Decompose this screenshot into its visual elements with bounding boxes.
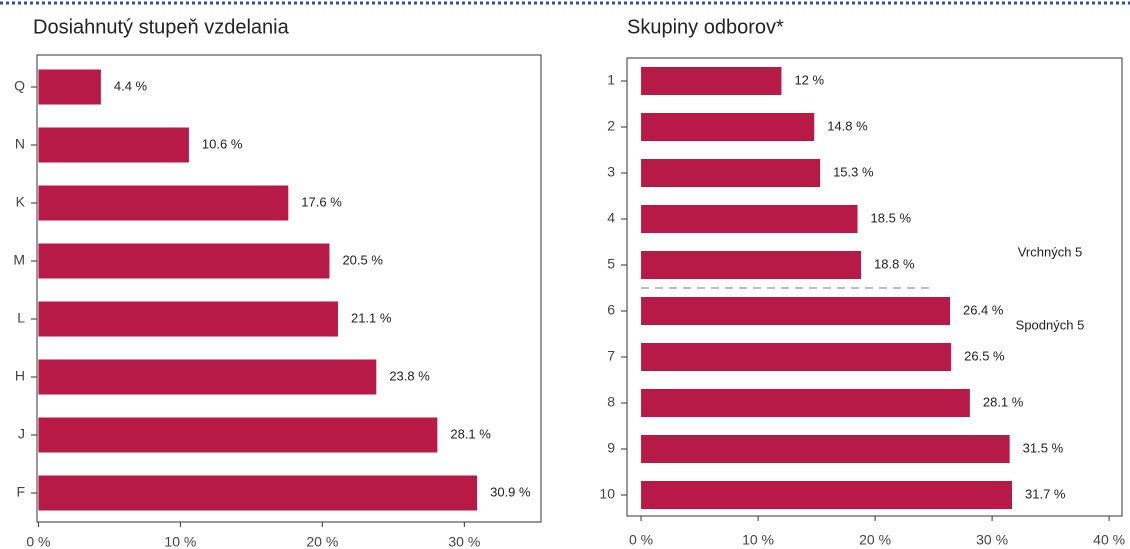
x-tick-label: 40 % [1093,532,1125,548]
x-tick-label: 30 % [976,532,1008,548]
x-tick-label: 30 % [448,534,480,549]
y-tick-label: 1 [607,72,615,88]
value-label: 18.8 % [874,256,915,271]
plot-frame [36,54,542,523]
bar [38,127,189,163]
value-label: 17.6 % [301,194,342,209]
y-tick-label: 9 [607,440,615,456]
y-tick-label: 3 [607,164,615,180]
bar [38,185,289,221]
y-tick-label: 4 [607,210,615,226]
chart-title: Skupiny odborov* [627,16,784,38]
x-tick-label: 10 % [742,532,774,548]
value-label: 12 % [794,72,824,87]
value-label: 20.5 % [342,252,383,267]
bar [641,67,782,95]
value-label: 30.9 % [490,484,531,499]
x-tick-label: 10 % [164,534,196,549]
bar [641,481,1012,509]
x-tick-label: 0 % [26,534,50,549]
y-tick-label: 6 [607,302,615,318]
bar [38,243,330,279]
y-tick-label: F [16,484,25,500]
value-label: 28.1 % [450,426,491,441]
value-label: 18.5 % [871,210,912,225]
bar [38,475,478,511]
value-label: 4.4 % [114,78,148,93]
y-tick-label: N [15,136,25,152]
bar [641,389,970,417]
y-tick-label: J [18,426,25,442]
bar [641,205,858,233]
x-tick-label: 20 % [306,534,338,549]
bar [641,251,862,279]
y-tick-label: L [17,310,25,326]
chart-title: Dosiahnutý stupeň vzdelania [33,16,290,38]
y-tick-label: 7 [607,348,615,364]
bar [641,343,952,371]
x-tick-label: 20 % [859,532,891,548]
value-label: 26.4 % [963,302,1004,317]
value-label: 31.5 % [1023,440,1064,455]
x-tick-label: 0 % [629,532,653,548]
bar [641,297,950,325]
value-label: 31.7 % [1025,486,1066,501]
bar [38,417,438,453]
bar [641,159,821,187]
bar [38,301,338,337]
annotation: Vrchných 5 [1018,244,1083,259]
y-tick-label: 8 [607,394,615,410]
plot-frame [626,57,1123,517]
bar [641,113,815,141]
value-label: 23.8 % [389,368,430,383]
annotation: Spodných 5 [1016,317,1085,332]
value-label: 10.6 % [202,136,243,151]
y-tick-label: M [13,252,25,268]
bar [641,435,1010,463]
value-label: 28.1 % [983,394,1024,409]
y-tick-label: H [15,368,25,384]
y-tick-label: K [16,194,26,210]
y-tick-label: 5 [607,256,615,272]
value-label: 14.8 % [827,118,868,133]
bar [38,359,377,395]
y-tick-label: 10 [599,486,615,502]
value-label: 15.3 % [833,164,874,179]
value-label: 21.1 % [351,310,392,325]
bar [38,69,101,105]
y-tick-label: Q [14,78,25,94]
y-tick-label: 2 [607,118,615,134]
value-label: 26.5 % [964,348,1005,363]
